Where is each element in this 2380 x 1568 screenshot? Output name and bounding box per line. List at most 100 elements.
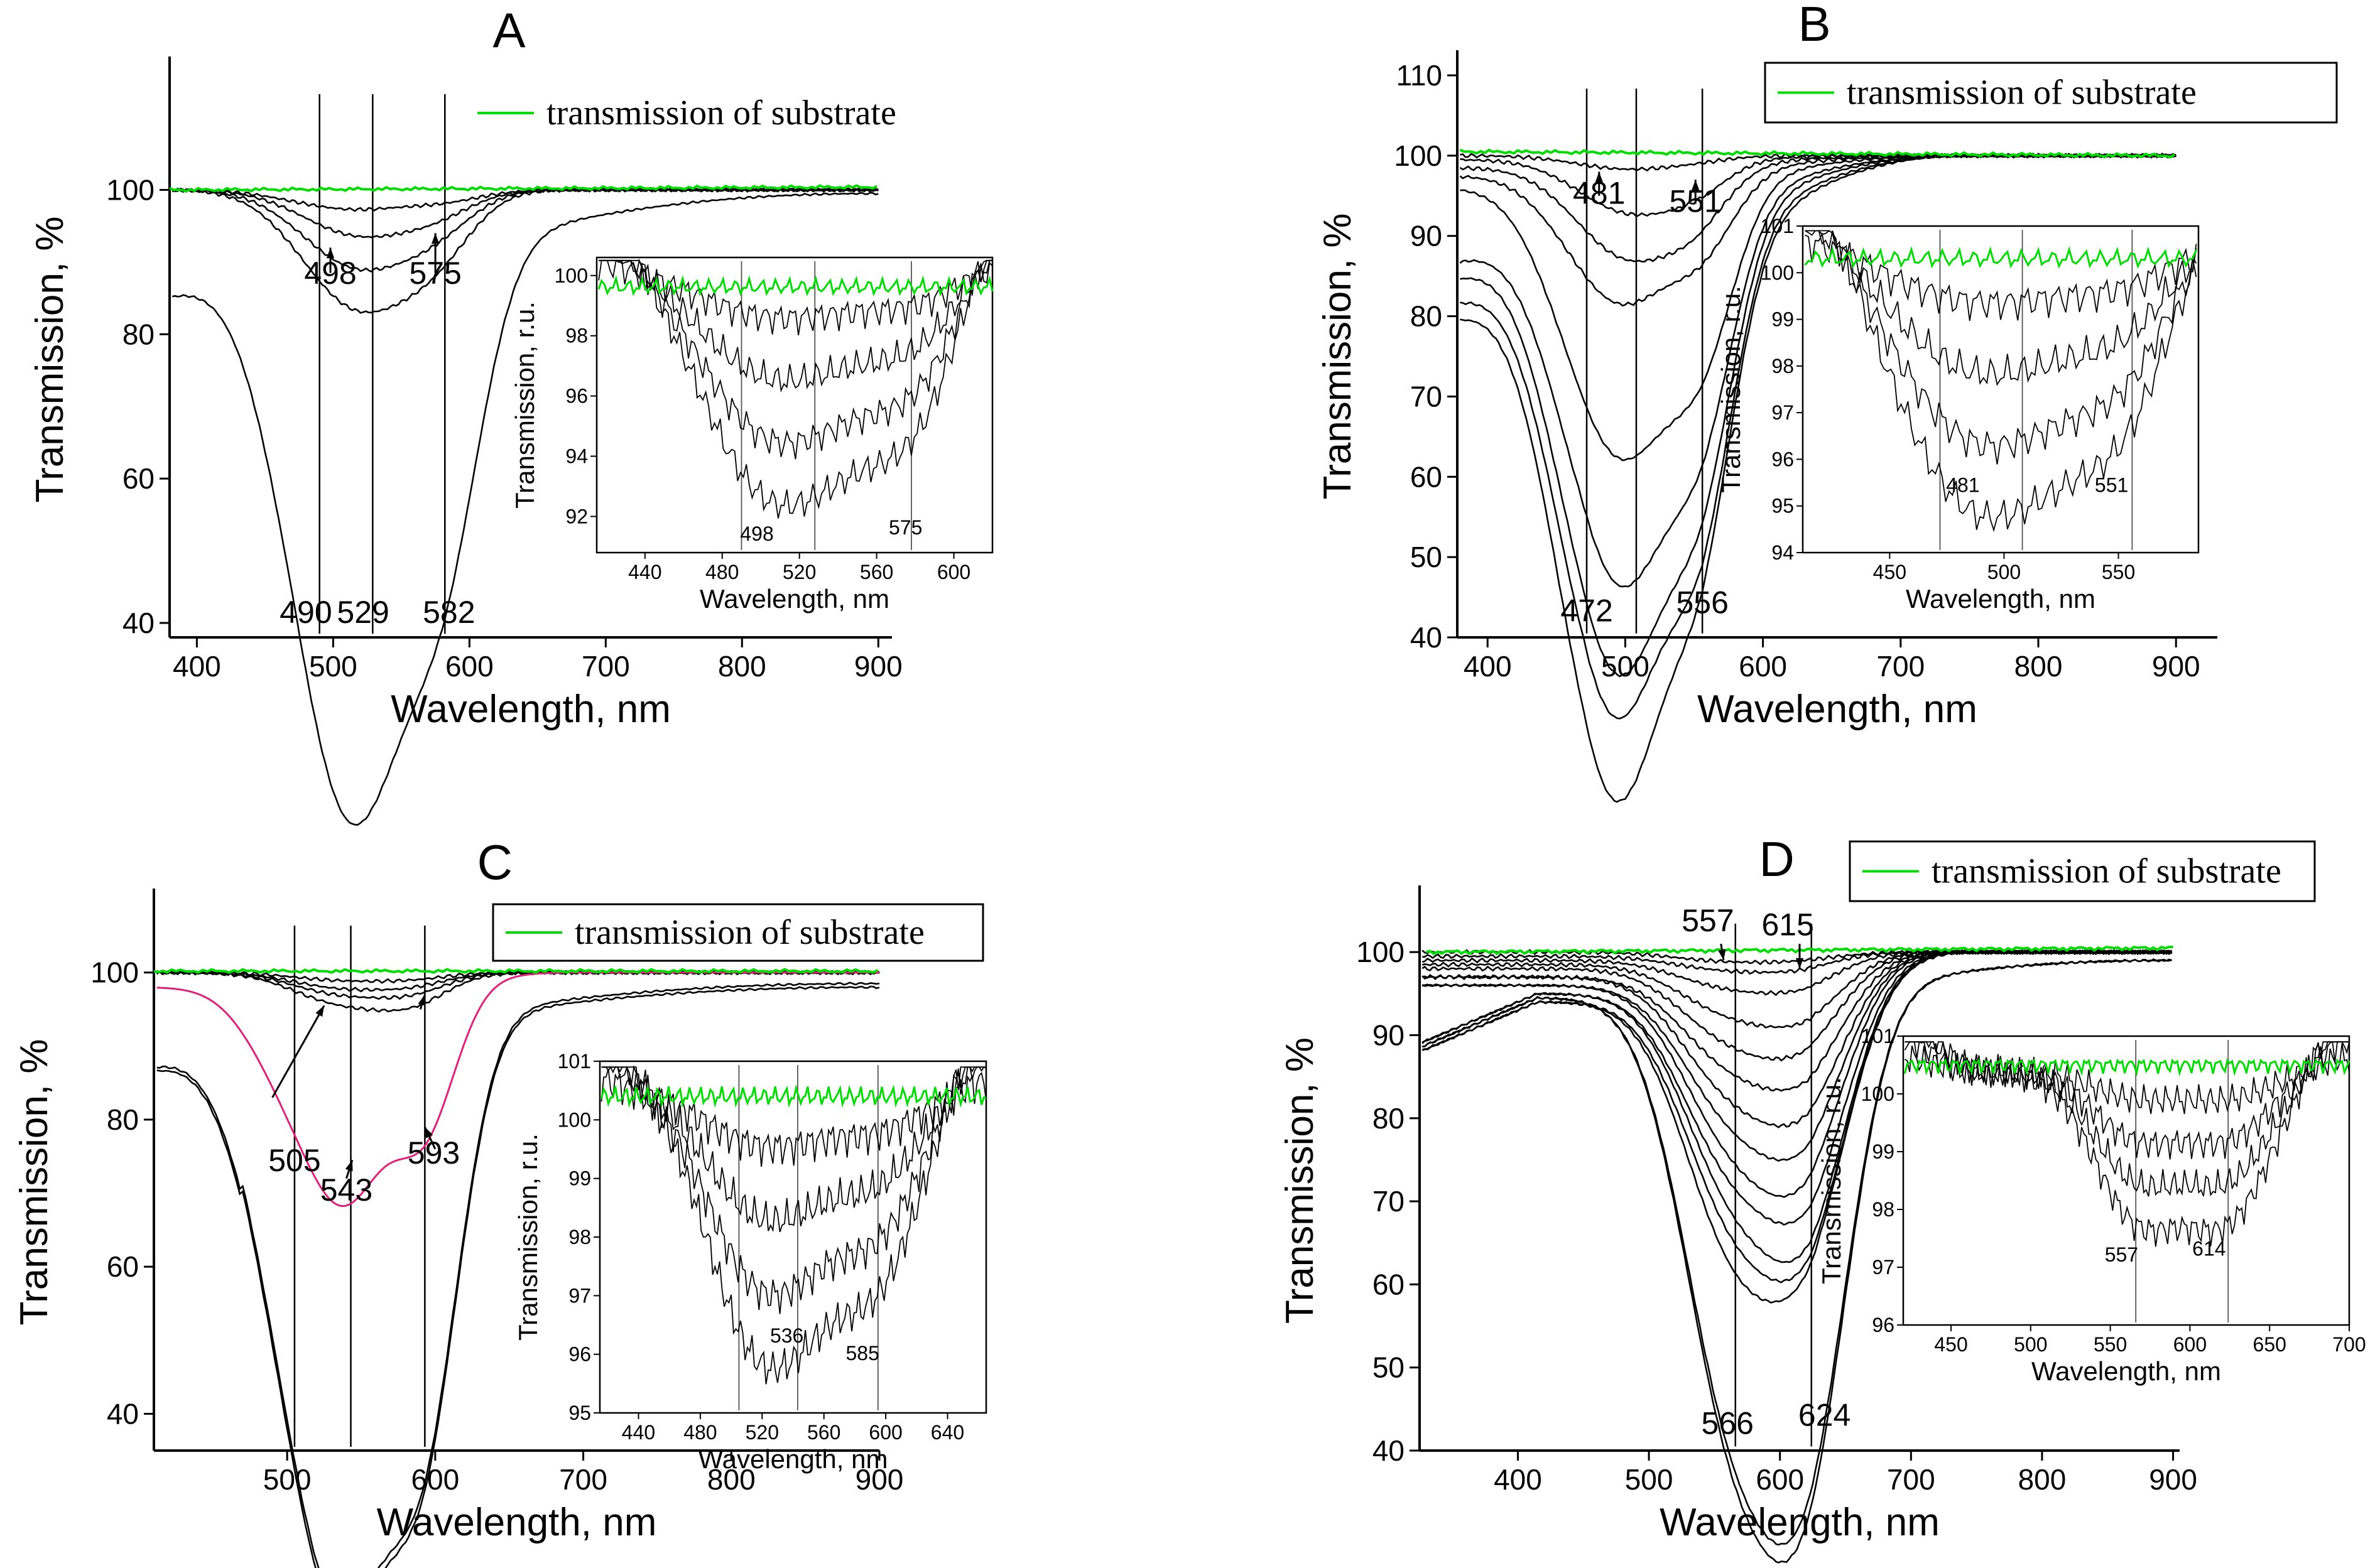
- legend-label: transmission of substrate: [1847, 73, 2197, 112]
- y-tick-label: 50: [1410, 541, 1442, 573]
- inset-y-tick-label: 99: [568, 1167, 591, 1190]
- x-tick-label: 800: [2014, 650, 2063, 683]
- y-axis-label: Transmission, %: [1278, 1037, 1322, 1324]
- inset-substrate-series: [597, 274, 994, 297]
- inset-y-axis-label: Transmission, r.u.: [1817, 1077, 1846, 1284]
- y-tick-label: 40: [107, 1397, 139, 1430]
- x-tick-label: 400: [1464, 650, 1512, 683]
- arrow-head: [345, 1160, 353, 1172]
- panel-D: 400 500 600 700 800 900 40 50 60 70 80 90 100 Wavelen…: [1278, 831, 2366, 1564]
- inset-x-tick-label: 700: [2332, 1333, 2366, 1356]
- y-tick-label: 50: [1372, 1351, 1405, 1384]
- panel-C: 500 600 700 800 900 40 60 80 100 Wavelength, nm Tr…: [13, 835, 987, 1568]
- peak-label: 575: [409, 256, 461, 291]
- x-tick-label: 900: [854, 650, 903, 683]
- inset-data-series: [1805, 230, 2197, 386]
- y-tick-label: 110: [1396, 59, 1442, 92]
- inset-y-tick-label: 96: [568, 1343, 591, 1366]
- inset-data-series: [601, 1064, 986, 1314]
- inset-x-tick-label: 600: [869, 1421, 902, 1444]
- y-tick-label: 80: [122, 318, 155, 350]
- inset-y-tick-label: 95: [1771, 495, 1794, 517]
- y-axis-label: Transmission, %: [1316, 214, 1359, 500]
- peak-label: 624: [1798, 1397, 1850, 1432]
- x-axis-label: Wavelength, nm: [1660, 1501, 1940, 1544]
- y-tick-label: 40: [122, 607, 155, 639]
- y-tick-label: 70: [1410, 380, 1442, 413]
- inset-x-tick-label: 520: [783, 561, 816, 583]
- x-axis-label: Wavelength, nm: [391, 688, 671, 731]
- panel-title: C: [477, 835, 513, 890]
- inset-y-tick-label: 100: [555, 264, 588, 287]
- inset-C: 440 480 520 560 600 640 95 96 97 98 99 100 101 Wavele…: [513, 1050, 987, 1474]
- peak-label: 593: [408, 1135, 460, 1171]
- x-tick-label: 900: [856, 1463, 904, 1496]
- y-tick-label: 100: [1356, 936, 1405, 968]
- x-tick-label: 700: [582, 650, 630, 683]
- peak-label: 556: [1676, 585, 1728, 620]
- inset-x-tick-label: 550: [2102, 561, 2135, 583]
- inset-data-series: [599, 258, 992, 460]
- substrate-series: [1459, 148, 2176, 159]
- legend-label: transmission of substrate: [546, 94, 896, 132]
- x-tick-label: 800: [718, 650, 766, 683]
- inset-y-tick-label: 97: [568, 1284, 591, 1307]
- arrow-head: [326, 247, 335, 259]
- inset-x-tick-label: 560: [807, 1421, 840, 1444]
- inset-data-series: [1805, 230, 2197, 465]
- legend-label: transmission of substrate: [1932, 852, 2281, 891]
- x-tick-label: 500: [263, 1463, 312, 1496]
- x-tick-label: 600: [411, 1463, 459, 1496]
- x-axis-label: Wavelength, nm: [1697, 688, 1977, 731]
- arrow-head: [425, 1127, 433, 1138]
- y-axis-label: Transmission, %: [28, 217, 72, 503]
- inset-x-tick-label: 560: [860, 561, 893, 583]
- inset-y-axis-label: Transmission, r.u.: [510, 301, 540, 509]
- inset-x-tick-label: 450: [1873, 561, 1906, 583]
- inset-peak-label: 614: [2192, 1238, 2225, 1260]
- x-tick-label: 900: [2149, 1463, 2197, 1496]
- inset-x-tick-label: 640: [931, 1421, 964, 1444]
- peak-label: 472: [1560, 593, 1612, 628]
- x-tick-label: 400: [173, 650, 221, 683]
- inset-peak-label: 575: [889, 516, 922, 539]
- inset-x-axis-label: Wavelength, nm: [700, 584, 889, 614]
- y-tick-label: 60: [1372, 1268, 1405, 1300]
- inset-data-series: [1805, 232, 2197, 322]
- peak-label: 551: [1670, 183, 1722, 219]
- x-tick-label: 800: [2018, 1463, 2067, 1496]
- inset-y-tick-label: 96: [1771, 448, 1794, 470]
- inset-x-tick-label: 600: [2173, 1333, 2207, 1356]
- inset-y-tick-label: 98: [565, 325, 588, 347]
- inset-y-tick-label: 97: [1771, 401, 1794, 424]
- inset-y-tick-label: 101: [558, 1050, 591, 1073]
- inset-frame: [595, 256, 994, 554]
- inset-peak-label: 481: [1946, 473, 1979, 496]
- inset-y-tick-label: 100: [1761, 261, 1794, 284]
- arrow-head: [315, 1005, 325, 1017]
- x-tick-label: 600: [1756, 1463, 1804, 1496]
- y-axis-label: Transmission, %: [13, 1039, 56, 1326]
- inset-data-series: [599, 259, 992, 519]
- inset-data-series: [1805, 230, 2197, 533]
- inset-y-tick-label: 92: [565, 505, 588, 527]
- substrate-series: [169, 184, 878, 193]
- inset-x-axis-label: Wavelength, nm: [698, 1444, 888, 1474]
- inset-frame: [1902, 1035, 2350, 1326]
- x-tick-label: 900: [2152, 650, 2200, 683]
- inset-data-series: [598, 259, 993, 336]
- inset-y-axis-label: Transmission, r.u.: [1716, 286, 1746, 493]
- y-tick-label: 70: [1372, 1185, 1405, 1218]
- inset-substrate-series: [1904, 1058, 2350, 1077]
- inset-x-tick-label: 480: [705, 561, 739, 583]
- peak-label: 505: [268, 1143, 320, 1178]
- inset-substrate-series: [1804, 246, 2197, 269]
- data-series: [1421, 949, 2173, 1304]
- inset-y-tick-label: 95: [568, 1402, 591, 1424]
- y-tick-label: 40: [1372, 1434, 1405, 1467]
- inset-x-tick-label: 500: [1987, 561, 2021, 583]
- peak-label: 582: [423, 595, 475, 630]
- peak-label: 529: [337, 595, 389, 630]
- arrow-head: [431, 233, 440, 244]
